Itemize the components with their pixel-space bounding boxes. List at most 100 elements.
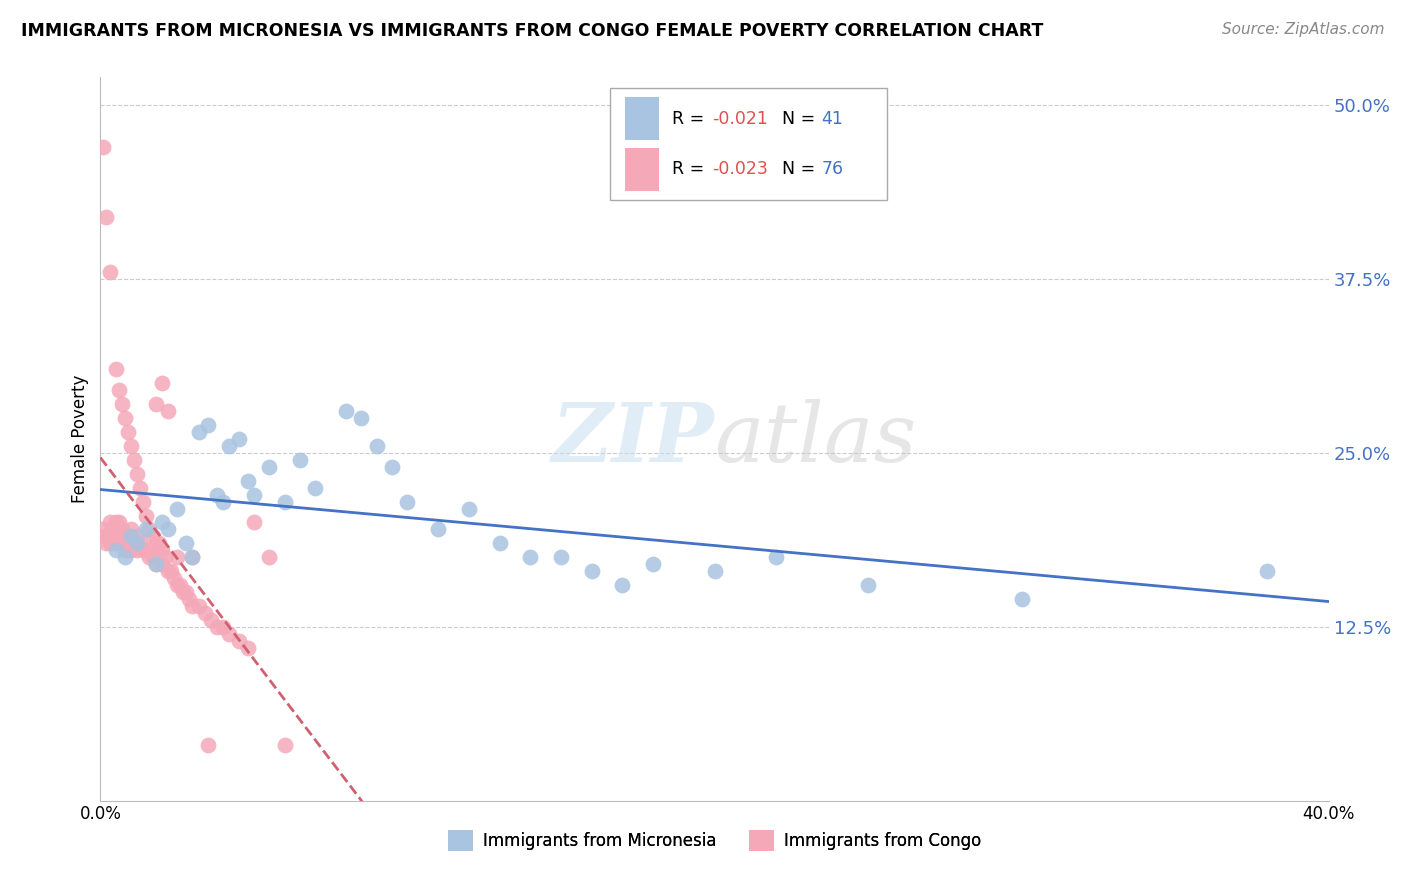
Point [176, 585, 198, 599]
Point [181, 599, 204, 613]
Point [107, 536, 129, 550]
Point [288, 453, 311, 467]
Point [156, 523, 179, 537]
Point [350, 411, 373, 425]
Point [212, 620, 235, 634]
Point [93, 523, 115, 537]
Point [519, 550, 541, 565]
Point [236, 474, 259, 488]
Point [427, 523, 450, 537]
Point [163, 571, 186, 585]
Point [273, 494, 295, 508]
Point [187, 599, 209, 613]
Point [111, 523, 134, 537]
Point [122, 453, 145, 467]
Point [366, 439, 388, 453]
Point [96, 210, 118, 224]
Point [142, 529, 165, 543]
Point [127, 543, 149, 558]
Point [218, 626, 240, 640]
Point [107, 516, 129, 530]
Point [488, 536, 510, 550]
Point [142, 550, 165, 565]
Point [107, 384, 129, 398]
Text: ZIP: ZIP [553, 399, 714, 479]
Point [138, 550, 160, 565]
Point [150, 516, 173, 530]
Y-axis label: Female Poverty: Female Poverty [72, 375, 89, 503]
Point [122, 536, 145, 550]
Point [457, 501, 479, 516]
Point [104, 362, 127, 376]
Point [104, 536, 127, 550]
Point [243, 516, 266, 530]
Point [120, 543, 142, 558]
Point [304, 481, 326, 495]
Point [205, 488, 228, 502]
Point [550, 550, 572, 565]
Point [101, 536, 124, 550]
Point [117, 543, 139, 558]
Point [205, 620, 228, 634]
Point [117, 529, 139, 543]
Point [101, 529, 124, 543]
Point [396, 494, 419, 508]
Point [243, 488, 266, 502]
Point [114, 543, 136, 558]
Point [765, 550, 787, 565]
Point [96, 536, 118, 550]
Point [104, 543, 127, 558]
Point [200, 613, 222, 627]
Point [145, 536, 167, 550]
Text: -0.023: -0.023 [711, 161, 768, 178]
Point [132, 543, 155, 558]
Point [127, 536, 149, 550]
FancyBboxPatch shape [624, 97, 659, 140]
Point [120, 523, 142, 537]
Point [132, 494, 155, 508]
Point [148, 536, 170, 550]
Point [181, 550, 204, 565]
Point [150, 543, 173, 558]
Point [135, 523, 157, 537]
Text: R =: R = [672, 161, 709, 178]
Point [104, 516, 127, 530]
Point [135, 543, 157, 558]
Point [98, 516, 121, 530]
Point [335, 404, 357, 418]
Point [129, 536, 152, 550]
FancyBboxPatch shape [610, 88, 887, 201]
Point [156, 404, 179, 418]
Point [581, 564, 603, 578]
Point [187, 425, 209, 439]
Point [194, 606, 217, 620]
Point [160, 564, 183, 578]
Point [93, 140, 115, 154]
Point [856, 578, 879, 592]
Point [166, 550, 188, 565]
Point [150, 376, 173, 391]
Point [612, 578, 634, 592]
Text: IMMIGRANTS FROM MICRONESIA VS IMMIGRANTS FROM CONGO FEMALE POVERTY CORRELATION C: IMMIGRANTS FROM MICRONESIA VS IMMIGRANTS… [21, 22, 1043, 40]
Point [212, 494, 235, 508]
Point [181, 550, 204, 565]
Text: 76: 76 [821, 161, 844, 178]
Point [643, 558, 665, 572]
Point [145, 558, 167, 572]
Point [259, 459, 281, 474]
Point [114, 529, 136, 543]
Point [1011, 591, 1033, 606]
Text: N =: N = [782, 110, 821, 128]
Point [129, 481, 152, 495]
Point [98, 536, 121, 550]
Point [166, 578, 188, 592]
Point [111, 397, 134, 411]
Point [98, 265, 121, 279]
Point [703, 564, 725, 578]
Point [150, 558, 173, 572]
Point [228, 432, 250, 446]
FancyBboxPatch shape [624, 147, 659, 191]
Point [138, 523, 160, 537]
Point [127, 529, 149, 543]
Point [120, 529, 142, 543]
